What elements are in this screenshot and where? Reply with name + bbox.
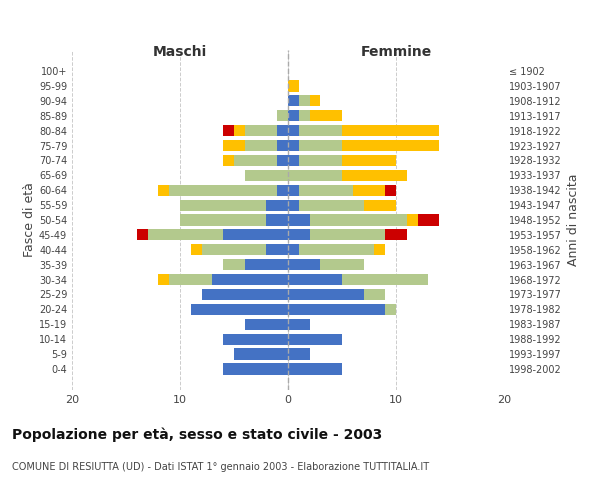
Bar (234, 348, 288, 360)
Bar (288, 304, 385, 315)
Bar (266, 200, 288, 210)
Bar (180, 214, 266, 226)
Text: Femmine: Femmine (361, 45, 431, 59)
Bar (245, 140, 277, 151)
Bar (288, 289, 364, 300)
Bar (310, 214, 407, 226)
Bar (223, 125, 234, 136)
Bar (223, 334, 288, 345)
Bar (418, 214, 439, 226)
Bar (202, 289, 288, 300)
Bar (385, 304, 396, 315)
Bar (288, 140, 299, 151)
Bar (288, 80, 299, 92)
Bar (288, 200, 299, 210)
Bar (299, 244, 374, 256)
Text: Maschi: Maschi (153, 45, 207, 59)
Bar (385, 184, 396, 196)
Bar (288, 334, 342, 345)
Bar (342, 125, 439, 136)
Bar (137, 230, 148, 240)
Bar (223, 140, 245, 151)
Bar (299, 184, 353, 196)
Bar (191, 304, 288, 315)
Bar (288, 214, 310, 226)
Bar (299, 110, 310, 122)
Bar (234, 125, 245, 136)
Y-axis label: Anni di nascita: Anni di nascita (567, 174, 580, 266)
Bar (364, 200, 396, 210)
Bar (169, 274, 212, 285)
Bar (342, 140, 439, 151)
Bar (342, 155, 396, 166)
Bar (212, 274, 288, 285)
Bar (288, 110, 299, 122)
Bar (299, 155, 342, 166)
Bar (158, 184, 169, 196)
Bar (299, 140, 342, 151)
Text: Popolazione per età, sesso e stato civile - 2003: Popolazione per età, sesso e stato civil… (12, 428, 382, 442)
Bar (158, 274, 169, 285)
Bar (299, 95, 310, 106)
Bar (288, 95, 299, 106)
Bar (223, 155, 234, 166)
Bar (277, 155, 288, 166)
Bar (234, 155, 277, 166)
Bar (277, 184, 288, 196)
Bar (148, 230, 223, 240)
Bar (310, 95, 320, 106)
Bar (288, 274, 342, 285)
Text: COMUNE DI RESIUTTA (UD) - Dati ISTAT 1° gennaio 2003 - Elaborazione TUTTITALIA.I: COMUNE DI RESIUTTA (UD) - Dati ISTAT 1° … (12, 462, 429, 472)
Bar (407, 214, 418, 226)
Bar (288, 155, 299, 166)
Bar (385, 230, 407, 240)
Bar (223, 259, 245, 270)
Bar (245, 170, 288, 181)
Bar (277, 140, 288, 151)
Bar (245, 259, 288, 270)
Bar (223, 364, 288, 374)
Y-axis label: Fasce di età: Fasce di età (23, 182, 36, 258)
Bar (288, 230, 310, 240)
Bar (277, 125, 288, 136)
Bar (320, 259, 364, 270)
Bar (288, 348, 310, 360)
Bar (288, 184, 299, 196)
Bar (342, 170, 407, 181)
Bar (299, 200, 364, 210)
Bar (288, 259, 320, 270)
Bar (266, 214, 288, 226)
Bar (288, 125, 299, 136)
Bar (288, 364, 342, 374)
Bar (288, 170, 342, 181)
Bar (299, 125, 342, 136)
Bar (310, 230, 385, 240)
Bar (342, 274, 428, 285)
Bar (245, 318, 288, 330)
Bar (191, 244, 202, 256)
Bar (180, 200, 266, 210)
Bar (245, 125, 277, 136)
Bar (353, 184, 385, 196)
Bar (223, 230, 288, 240)
Bar (288, 244, 299, 256)
Bar (364, 289, 385, 300)
Bar (202, 244, 266, 256)
Bar (169, 184, 277, 196)
Bar (277, 110, 288, 122)
Bar (374, 244, 385, 256)
Bar (310, 110, 342, 122)
Bar (266, 244, 288, 256)
Bar (288, 318, 310, 330)
